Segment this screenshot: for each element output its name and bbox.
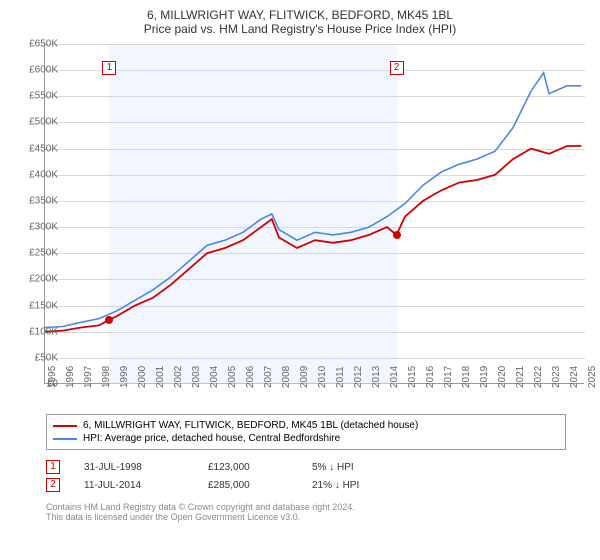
x-axis-label: 2024 [569, 366, 580, 388]
series-line-price_paid [45, 146, 581, 332]
legend-swatch [53, 425, 77, 427]
marker-dot-2 [393, 231, 401, 239]
x-axis-label: 2003 [191, 366, 202, 388]
legend-swatch [53, 438, 77, 440]
transaction-price: £285,000 [208, 480, 288, 491]
license-line-1: Contains HM Land Registry data © Crown c… [46, 502, 566, 512]
x-axis-label: 2005 [227, 366, 238, 388]
x-axis-label: 2000 [137, 366, 148, 388]
x-axis-label: 2001 [155, 366, 166, 388]
x-axis-label: 2010 [317, 366, 328, 388]
legend-label: HPI: Average price, detached house, Cent… [83, 433, 340, 444]
x-axis-label: 2013 [371, 366, 382, 388]
transaction-marker: 1 [46, 460, 60, 474]
y-axis-label: £450K [29, 143, 58, 154]
x-axis-label: 2019 [479, 366, 490, 388]
plot-area: 12 [44, 44, 584, 384]
x-axis-label: 2002 [173, 366, 184, 388]
x-axis-label: 1999 [119, 366, 130, 388]
license-text: Contains HM Land Registry data © Crown c… [46, 502, 566, 522]
y-axis-label: £200K [29, 274, 58, 285]
x-axis-label: 2007 [263, 366, 274, 388]
chart-title: 6, MILLWRIGHT WAY, FLITWICK, BEDFORD, MK… [8, 8, 592, 22]
x-axis-label: 2017 [443, 366, 454, 388]
x-axis-label: 2023 [551, 366, 562, 388]
x-axis-label: 2008 [281, 366, 292, 388]
legend-label: 6, MILLWRIGHT WAY, FLITWICK, BEDFORD, MK… [83, 420, 418, 431]
y-axis-label: £400K [29, 169, 58, 180]
x-axis-label: 2009 [299, 366, 310, 388]
x-axis-label: 2012 [353, 366, 364, 388]
y-axis-label: £150K [29, 300, 58, 311]
x-axis-label: 2020 [497, 366, 508, 388]
x-axis-label: 1998 [101, 366, 112, 388]
x-axis-label: 2006 [245, 366, 256, 388]
x-axis-label: 2011 [335, 366, 346, 388]
chart-area: 12 £0£50K£100K£150K£200K£250K£300K£350K£… [44, 44, 600, 404]
transaction-price: £123,000 [208, 462, 288, 473]
x-axis-label: 1996 [65, 366, 76, 388]
transaction-marker: 2 [46, 478, 60, 492]
y-axis-label: £650K [29, 39, 58, 50]
x-axis-label: 1997 [83, 366, 94, 388]
x-axis-label: 2021 [515, 366, 526, 388]
transaction-pct: 5% ↓ HPI [312, 462, 354, 473]
marker-dot-1 [105, 316, 113, 324]
x-axis-label: 2015 [407, 366, 418, 388]
y-axis-label: £50K [35, 352, 58, 363]
legend-item: HPI: Average price, detached house, Cent… [53, 432, 559, 445]
license-line-2: This data is licensed under the Open Gov… [46, 512, 566, 522]
x-axis-label: 2018 [461, 366, 472, 388]
y-axis-label: £300K [29, 222, 58, 233]
transactions-table: 1 31-JUL-1998 £123,000 5% ↓ HPI 2 11-JUL-2014… [46, 458, 592, 494]
transaction-date: 11-JUL-2014 [84, 480, 184, 491]
transaction-row: 1 31-JUL-1998 £123,000 5% ↓ HPI [46, 458, 592, 476]
x-axis-label: 2004 [209, 366, 220, 388]
chart-subtitle: Price paid vs. HM Land Registry's House … [8, 22, 592, 36]
y-axis-label: £350K [29, 195, 58, 206]
transaction-row: 2 11-JUL-2014 £285,000 21% ↓ HPI [46, 476, 592, 494]
marker-box-2: 2 [390, 61, 404, 75]
marker-box-1: 1 [102, 61, 116, 75]
x-axis-label: 2014 [389, 366, 400, 388]
chart-container: 6, MILLWRIGHT WAY, FLITWICK, BEDFORD, MK… [0, 0, 600, 560]
chart-lines [45, 44, 585, 384]
y-axis-label: £550K [29, 91, 58, 102]
x-axis-label: 2025 [587, 366, 598, 388]
y-axis-label: £100K [29, 326, 58, 337]
x-axis-label: 2022 [533, 366, 544, 388]
x-axis-label: 1995 [47, 366, 58, 388]
legend: 6, MILLWRIGHT WAY, FLITWICK, BEDFORD, MK… [46, 414, 566, 450]
series-line-hpi [45, 73, 581, 328]
y-axis-label: £250K [29, 248, 58, 259]
x-axis-label: 2016 [425, 366, 436, 388]
transaction-pct: 21% ↓ HPI [312, 480, 359, 491]
y-axis-label: £500K [29, 117, 58, 128]
y-axis-label: £600K [29, 65, 58, 76]
legend-item: 6, MILLWRIGHT WAY, FLITWICK, BEDFORD, MK… [53, 419, 559, 432]
transaction-date: 31-JUL-1998 [84, 462, 184, 473]
